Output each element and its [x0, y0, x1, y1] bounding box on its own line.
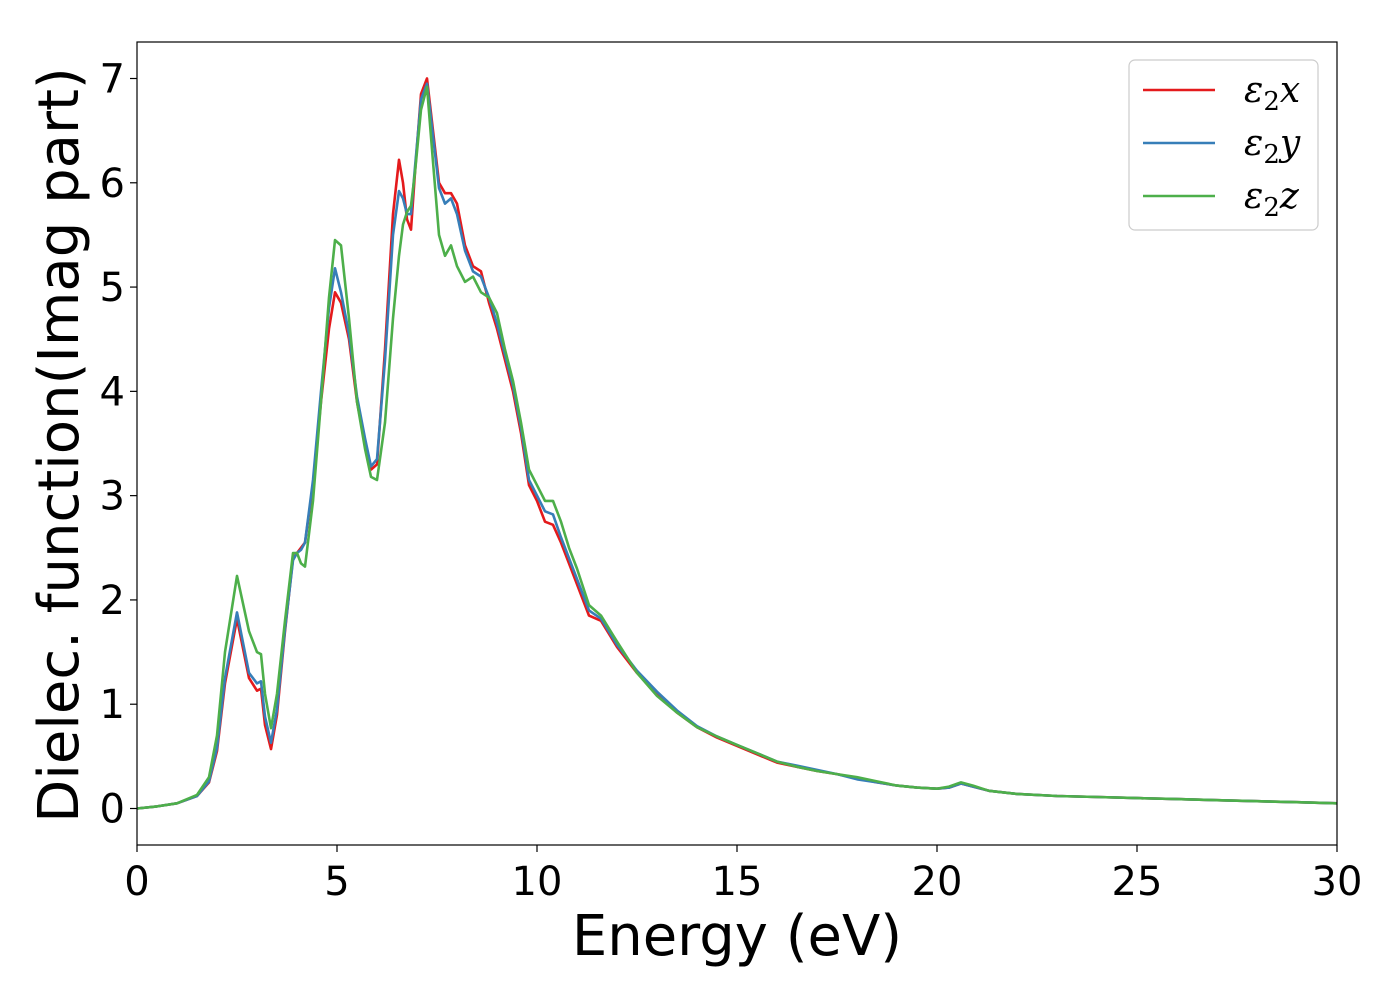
y-tick-label: 3	[100, 474, 125, 520]
y-tick-label: 4	[100, 369, 125, 415]
y-axis-ticks: 0 1 2 3 4 5 6 7	[100, 57, 137, 833]
x-tick-label: 0	[124, 859, 149, 905]
x-tick-label: 5	[324, 859, 349, 905]
y-tick-label: 5	[100, 265, 125, 311]
y-axis-title: Dielec. function(Imag part)	[27, 67, 92, 823]
x-tick-label: 15	[712, 859, 763, 905]
legend-label-y: ε2y	[1244, 123, 1301, 170]
y-tick-label: 2	[100, 578, 125, 624]
legend-items: ε2x ε2y ε2z	[1143, 70, 1301, 223]
x-axis-ticks: 0 5 10 15 20 25 30	[124, 845, 1362, 905]
y-tick-label: 1	[100, 682, 125, 728]
plot-lines	[136, 77, 1338, 810]
y-tick-label: 7	[100, 57, 125, 103]
x-axis-title: Energy (eV)	[572, 904, 902, 969]
x-tick-label: 30	[1312, 859, 1363, 905]
x-tick-label: 25	[1112, 859, 1163, 905]
x-tick-label: 10	[512, 859, 563, 905]
y-tick-label: 0	[100, 787, 125, 833]
legend: ε2x ε2y ε2z	[1128, 59, 1319, 231]
y-tick-label: 6	[100, 161, 125, 207]
legend-label-z: ε2z	[1244, 176, 1300, 223]
legend-label-x: ε2x	[1244, 70, 1300, 117]
series-line-z	[136, 85, 1338, 810]
x-tick-label: 20	[912, 859, 963, 905]
legend-box	[1128, 59, 1319, 231]
